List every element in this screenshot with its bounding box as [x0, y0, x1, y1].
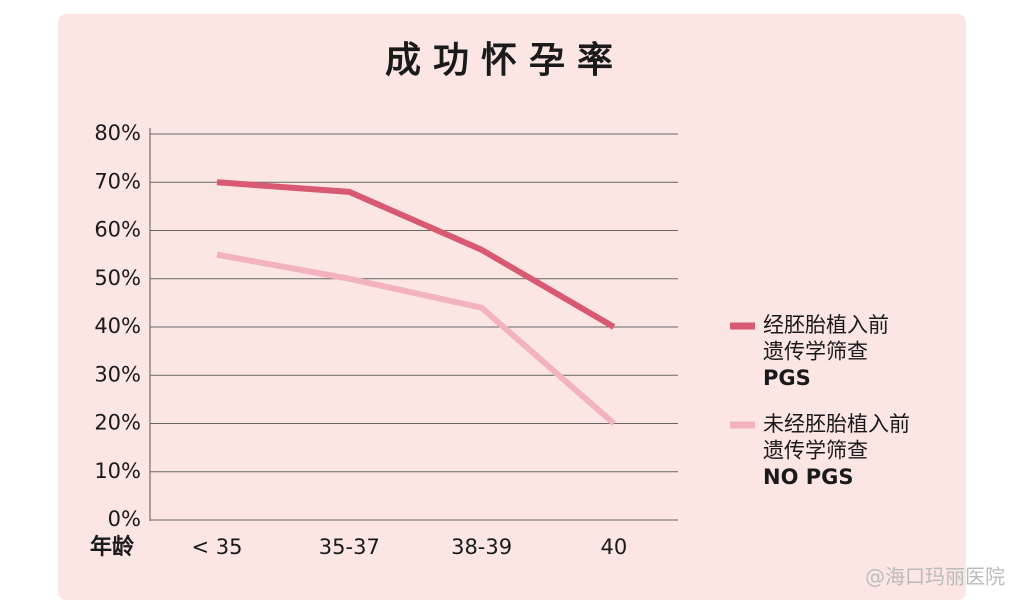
legend-line: NO PGS [763, 465, 854, 489]
legend-line: 经胚胎植入前 [763, 313, 889, 337]
x-tick-label: 35-37 [319, 535, 380, 559]
data-line [216, 179, 616, 330]
y-tick-label: 80% [94, 121, 141, 145]
y-tick-label: 70% [94, 169, 141, 193]
watermark: @海口玛丽医院 [865, 565, 1005, 589]
y-tick-label: 60% [94, 218, 141, 242]
y-tick-label: 0% [108, 507, 141, 531]
legend-line: 遗传学筛查 [763, 340, 868, 364]
legend-line: PGS [763, 366, 811, 390]
legend-line: 遗传学筛查 [763, 439, 868, 463]
y-tick-label: 30% [94, 362, 141, 386]
y-tick-label: 40% [94, 314, 141, 338]
x-tick-label: 40 [601, 535, 628, 559]
x-tick-label: 38-39 [451, 535, 512, 559]
chart-title: 成功怀孕率 [385, 40, 625, 81]
x-axis-label: 年龄 [90, 534, 135, 560]
y-tick-label: 50% [94, 266, 141, 290]
legend-label: 经胚胎植入前遗传学筛查 PGS [763, 313, 889, 390]
legend-line: 未经胚胎植入前 [763, 412, 910, 436]
panel [58, 14, 966, 600]
y-tick-label: 10% [94, 459, 141, 483]
data-line [216, 251, 616, 426]
legend-label: 未经胚胎植入前遗传学筛查 NO PGS [763, 412, 910, 489]
x-tick-label: < 35 [192, 535, 243, 559]
y-tick-label: 20% [94, 411, 141, 435]
